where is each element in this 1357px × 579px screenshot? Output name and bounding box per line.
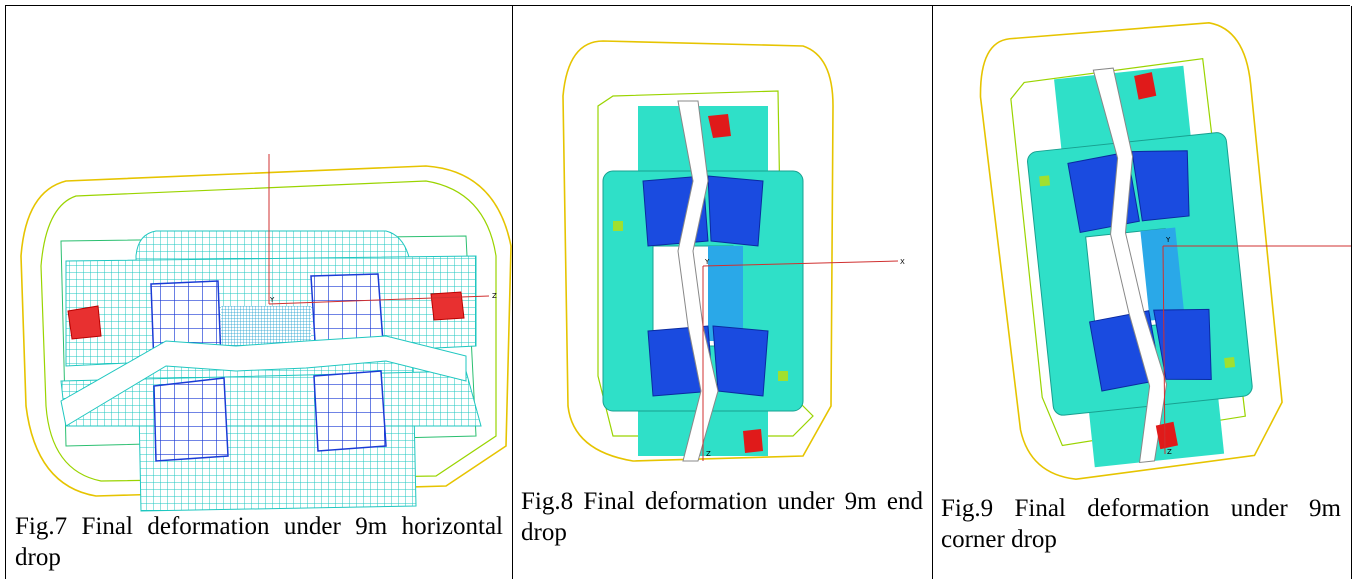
fem-image: Y Z	[6, 6, 513, 579]
page: Y Z Fig.7 Final deformation under 9m hor…	[0, 0, 1357, 578]
caption: Fig.9 Final deformation under 9m corner …	[941, 493, 1341, 555]
axis-label: Z	[492, 292, 497, 300]
axis-label: Y	[704, 258, 710, 266]
figure-cell: Y X Z Fig.8 Final deformation under 9m e…	[512, 6, 933, 579]
axis-label: Y	[1165, 236, 1171, 244]
figure-cell: Y Z Fig.7 Final deformation under 9m hor…	[5, 6, 513, 579]
axis-label: Y	[269, 296, 275, 304]
axis-label: Z	[706, 450, 711, 458]
caption: Fig.8 Final deformation under 9m end dro…	[521, 486, 923, 548]
figure-cell: Y Z Fig.9 Final deformation under 9m cor…	[932, 6, 1352, 579]
axis-label: Z	[1167, 448, 1172, 456]
axis-label: X	[900, 258, 905, 266]
figure-table: Y Z Fig.7 Final deformation under 9m hor…	[5, 5, 1350, 579]
caption: Fig.7 Final deformation under 9m horizon…	[15, 511, 503, 573]
